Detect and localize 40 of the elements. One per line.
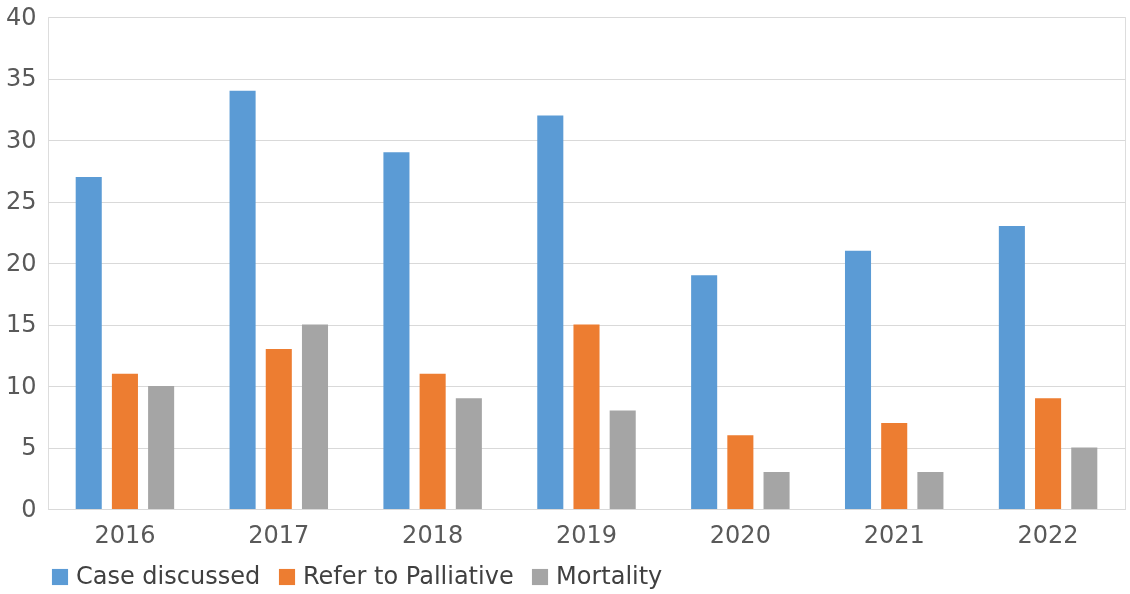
bar bbox=[763, 472, 790, 509]
y-tick-label: 5 bbox=[21, 433, 37, 461]
x-tick-label: 2016 bbox=[94, 520, 156, 549]
bar bbox=[1035, 398, 1062, 509]
y-tick-label: 25 bbox=[5, 187, 37, 215]
bar bbox=[844, 250, 872, 509]
y-tick-label: 35 bbox=[5, 64, 37, 92]
bar bbox=[609, 410, 636, 509]
x-tick-label: 2022 bbox=[1017, 520, 1079, 549]
bar bbox=[265, 349, 292, 509]
legend-label: Case discussed bbox=[76, 562, 261, 590]
y-tick-label: 40 bbox=[5, 2, 37, 31]
bar bbox=[573, 324, 600, 509]
legend-label: Mortality bbox=[556, 562, 663, 590]
bar bbox=[455, 398, 482, 509]
bar bbox=[727, 435, 754, 509]
y-tick-label: 10 bbox=[5, 371, 37, 400]
bar bbox=[75, 176, 102, 509]
y-tick-label: 30 bbox=[5, 125, 37, 154]
y-tick-label: 20 bbox=[5, 248, 37, 277]
bar bbox=[1071, 447, 1098, 509]
x-tick-label: 2017 bbox=[248, 520, 310, 549]
bar bbox=[111, 373, 138, 509]
bar bbox=[537, 115, 564, 509]
bar bbox=[419, 373, 446, 509]
bar bbox=[301, 324, 329, 509]
x-tick-label: 2018 bbox=[402, 520, 464, 549]
x-tick-label: 2020 bbox=[709, 520, 771, 549]
bar bbox=[998, 226, 1025, 509]
bar bbox=[881, 422, 908, 509]
x-tick-label: 2019 bbox=[555, 520, 618, 549]
bar bbox=[691, 275, 718, 509]
y-tick-label: 15 bbox=[5, 310, 37, 338]
bar bbox=[383, 152, 410, 509]
bar bbox=[148, 386, 175, 509]
bar bbox=[229, 90, 256, 509]
y-tick-label: 0 bbox=[21, 494, 37, 523]
x-tick-label: 2021 bbox=[863, 520, 925, 549]
bar bbox=[917, 472, 944, 509]
legend-label: Refer to Palliative bbox=[303, 562, 514, 590]
